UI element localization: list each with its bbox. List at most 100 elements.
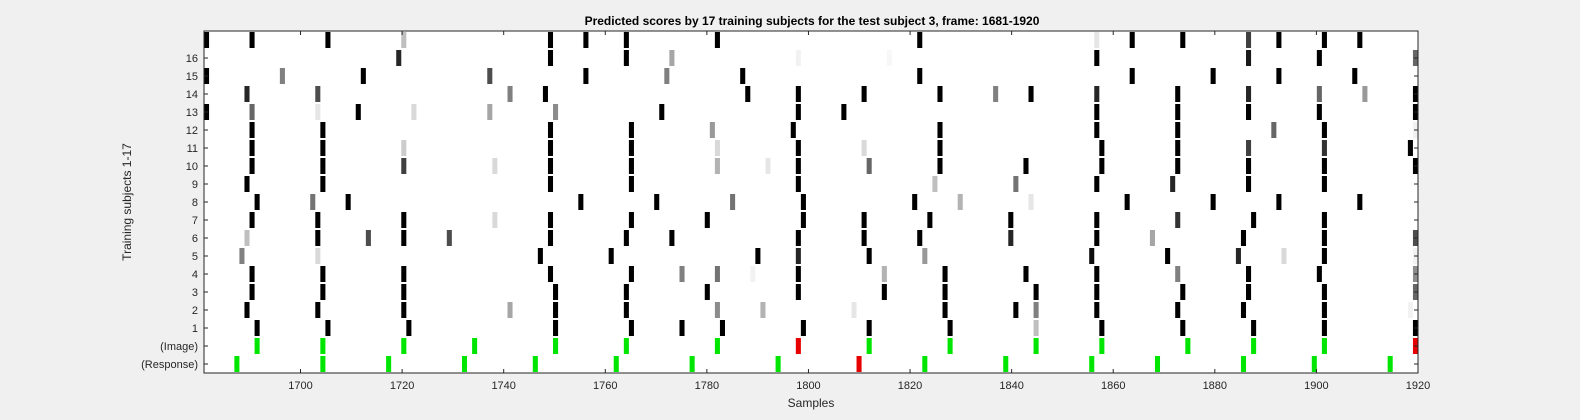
- heatmap-cell: [714, 302, 720, 318]
- heatmap-cell: [714, 140, 720, 156]
- heatmap-cell: [1246, 284, 1252, 300]
- heatmap-cell: [628, 212, 634, 228]
- hit-marker: [254, 338, 260, 354]
- heatmap-cell: [1276, 32, 1282, 48]
- hit-marker: [623, 338, 629, 354]
- heatmap-cell: [1094, 50, 1100, 66]
- heatmap-cell: [1321, 302, 1327, 318]
- heatmap-cell: [861, 86, 867, 102]
- heatmap-cell: [583, 68, 589, 84]
- y-tick-label: 5: [192, 251, 198, 263]
- heatmap-cell: [1251, 320, 1257, 336]
- heatmap-cell: [659, 104, 665, 120]
- hit-marker: [1311, 356, 1317, 372]
- heatmap-cell: [542, 86, 548, 102]
- heatmap-cell: [1094, 284, 1100, 300]
- heatmap-cell: [861, 212, 867, 228]
- heatmap-cell: [360, 68, 366, 84]
- heatmap-cell: [1099, 140, 1105, 156]
- hit-marker: [1321, 338, 1327, 354]
- heatmap-cell: [547, 266, 554, 282]
- heatmap-cell: [1246, 140, 1252, 156]
- heatmap-cell: [1316, 266, 1322, 282]
- heatmap-cells: [204, 32, 1418, 372]
- x-tick-label: 1800: [796, 380, 820, 392]
- heatmap-cell: [932, 176, 938, 192]
- heatmap-cell: [714, 158, 720, 174]
- hit-marker: [947, 338, 953, 354]
- heatmap-cell: [401, 302, 407, 318]
- hit-marker: [320, 338, 326, 354]
- heatmap-cell: [1094, 230, 1100, 246]
- heatmap-cell: [320, 266, 326, 282]
- heatmap-cell: [1235, 248, 1241, 264]
- heatmap-cell: [765, 158, 771, 174]
- y-tick-label: 6: [192, 233, 198, 245]
- y-tick-label: 16: [186, 53, 198, 65]
- heatmap-cell: [1094, 302, 1100, 318]
- hit-marker: [1387, 356, 1393, 372]
- heatmap-cell: [1180, 32, 1186, 48]
- heatmap-cell: [679, 266, 685, 282]
- heatmap-cell: [1094, 104, 1100, 120]
- heatmap-cell: [795, 104, 801, 120]
- heatmap-cell: [1407, 140, 1413, 156]
- heatmap-cell: [244, 176, 250, 192]
- heatmap-cell: [1357, 194, 1363, 210]
- heatmap-cell: [1033, 284, 1039, 300]
- y-tick-label: (Image): [160, 341, 198, 353]
- heatmap-cell: [583, 32, 589, 48]
- x-tick-label: 1820: [898, 380, 922, 392]
- heatmap-cell: [1094, 266, 1100, 282]
- heatmap-cell: [664, 68, 670, 84]
- heatmap-cell: [1175, 122, 1181, 138]
- heatmap-cell: [947, 320, 953, 336]
- heatmap-cell: [1321, 320, 1327, 336]
- heatmap-cell: [628, 158, 634, 174]
- heatmap-cell: [1321, 284, 1327, 300]
- heatmap-cell: [1094, 86, 1100, 102]
- heatmap-cell: [866, 158, 872, 174]
- heatmap-cell: [1023, 266, 1029, 282]
- hit-marker: [1251, 338, 1257, 354]
- heatmap-cell: [320, 284, 326, 300]
- heatmap-cell: [345, 194, 351, 210]
- heatmap-cell: [547, 122, 554, 138]
- heatmap-cell: [937, 158, 943, 174]
- hit-marker: [1089, 356, 1095, 372]
- hit-marker: [553, 338, 559, 354]
- hit-marker: [1240, 356, 1247, 372]
- y-tick-label: 1: [192, 323, 198, 335]
- y-tick-label: 11: [187, 143, 198, 155]
- heatmap-cell: [537, 248, 543, 264]
- heatmap-cell: [1357, 32, 1363, 48]
- heatmap-cell: [1246, 86, 1252, 102]
- heatmap-cell: [315, 248, 321, 264]
- heatmap-cell: [1316, 50, 1322, 66]
- miss-marker: [856, 356, 862, 372]
- hit-marker: [461, 356, 468, 372]
- heatmap-cell: [795, 158, 801, 174]
- heatmap-cell: [942, 302, 948, 318]
- heatmap-cell: [547, 140, 554, 156]
- heatmap-cell: [628, 140, 634, 156]
- heatmap-cell: [942, 266, 948, 282]
- heatmap-cell: [320, 158, 326, 174]
- heatmap-cell: [1246, 266, 1252, 282]
- hit-marker: [866, 338, 872, 354]
- heatmap-cell: [623, 50, 629, 66]
- heatmap-cell: [1246, 32, 1252, 48]
- heatmap-cell: [760, 302, 766, 318]
- heatmap-cell: [1129, 32, 1135, 48]
- heatmap-cell: [547, 176, 554, 192]
- heatmap-cell: [547, 158, 554, 174]
- heatmap-cell: [1246, 176, 1252, 192]
- heatmap-cell: [922, 248, 928, 264]
- heatmap-cell: [401, 266, 407, 282]
- heatmap-cell: [795, 266, 801, 282]
- y-tick-label: 15: [186, 71, 198, 83]
- heatmap-cell: [320, 140, 326, 156]
- y-tick-label: 10: [186, 161, 198, 173]
- heatmap-cell: [244, 230, 250, 246]
- heatmap-cell: [755, 248, 761, 264]
